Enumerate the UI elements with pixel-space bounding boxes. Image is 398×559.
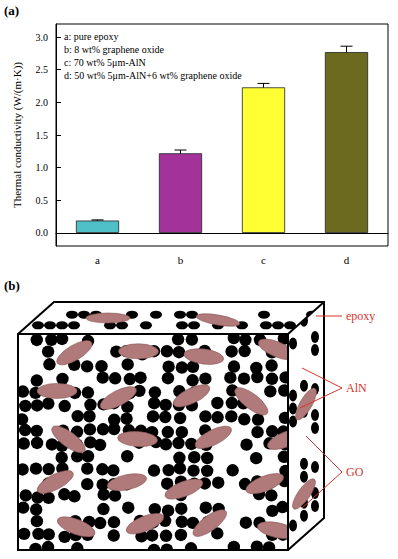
svg-text:2.5: 2.5 — [36, 64, 49, 75]
svg-text:0.0: 0.0 — [36, 227, 49, 238]
svg-text:a: pure epoxy: a: pure epoxy — [64, 31, 118, 42]
svg-text:AlN: AlN — [346, 381, 367, 395]
svg-text:GO: GO — [346, 465, 364, 479]
svg-text:0.5: 0.5 — [36, 195, 49, 206]
svg-text:c: 70 wt% 5μm-AlN: c: 70 wt% 5μm-AlN — [64, 57, 146, 68]
svg-text:d: 50 wt% 5μm-AlN+6 wt% graphe: d: 50 wt% 5μm-AlN+6 wt% graphene oxide — [64, 70, 242, 81]
svg-text:a: a — [95, 254, 100, 266]
svg-text:c: c — [261, 254, 266, 266]
svg-text:3.0: 3.0 — [36, 32, 49, 43]
svg-text:b: 8 wt% graphene oxide: b: 8 wt% graphene oxide — [64, 44, 165, 55]
svg-text:epoxy: epoxy — [346, 309, 375, 323]
svg-text:2.0: 2.0 — [36, 97, 49, 108]
svg-text:(b): (b) — [4, 278, 20, 293]
svg-text:Thermal conductivity (W/(m·K)): Thermal conductivity (W/(m·K)) — [11, 62, 24, 208]
svg-text:(a): (a) — [4, 3, 19, 18]
svg-text:1.5: 1.5 — [36, 130, 49, 141]
svg-text:d: d — [344, 254, 350, 266]
svg-text:1.0: 1.0 — [36, 162, 49, 173]
svg-text:b: b — [178, 254, 184, 266]
